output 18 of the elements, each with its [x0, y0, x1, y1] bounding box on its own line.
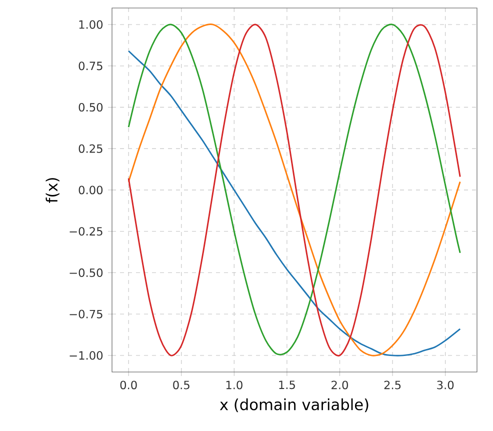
y-tick-label: −0.50 [70, 268, 103, 278]
y-tick-label: −0.25 [70, 227, 102, 236]
x-tick-label: 1.0 [226, 380, 242, 390]
x-tick-label: 0.0 [120, 380, 137, 390]
x-tick-label: 2.0 [332, 380, 348, 390]
y-tick-label: 0.75 [78, 62, 102, 70]
y-tick-label: 0.25 [78, 144, 102, 153]
y-tick-label: 0.50 [78, 102, 103, 112]
x-axis-title: x (domain variable) [220, 398, 368, 412]
y-tick-label: 0.00 [78, 186, 103, 194]
y-axis-title: f(x) [46, 178, 60, 203]
y-tick-label: −1.00 [70, 351, 103, 360]
x-tick-label: 1.5 [279, 380, 295, 390]
x-tick-label: 3.0 [437, 380, 454, 390]
y-tick-label: −0.75 [70, 310, 102, 318]
x-tick-label: 2.5 [384, 380, 401, 390]
y-tick-label: 1.00 [79, 20, 103, 29]
x-tick-label: 0.5 [173, 380, 190, 390]
